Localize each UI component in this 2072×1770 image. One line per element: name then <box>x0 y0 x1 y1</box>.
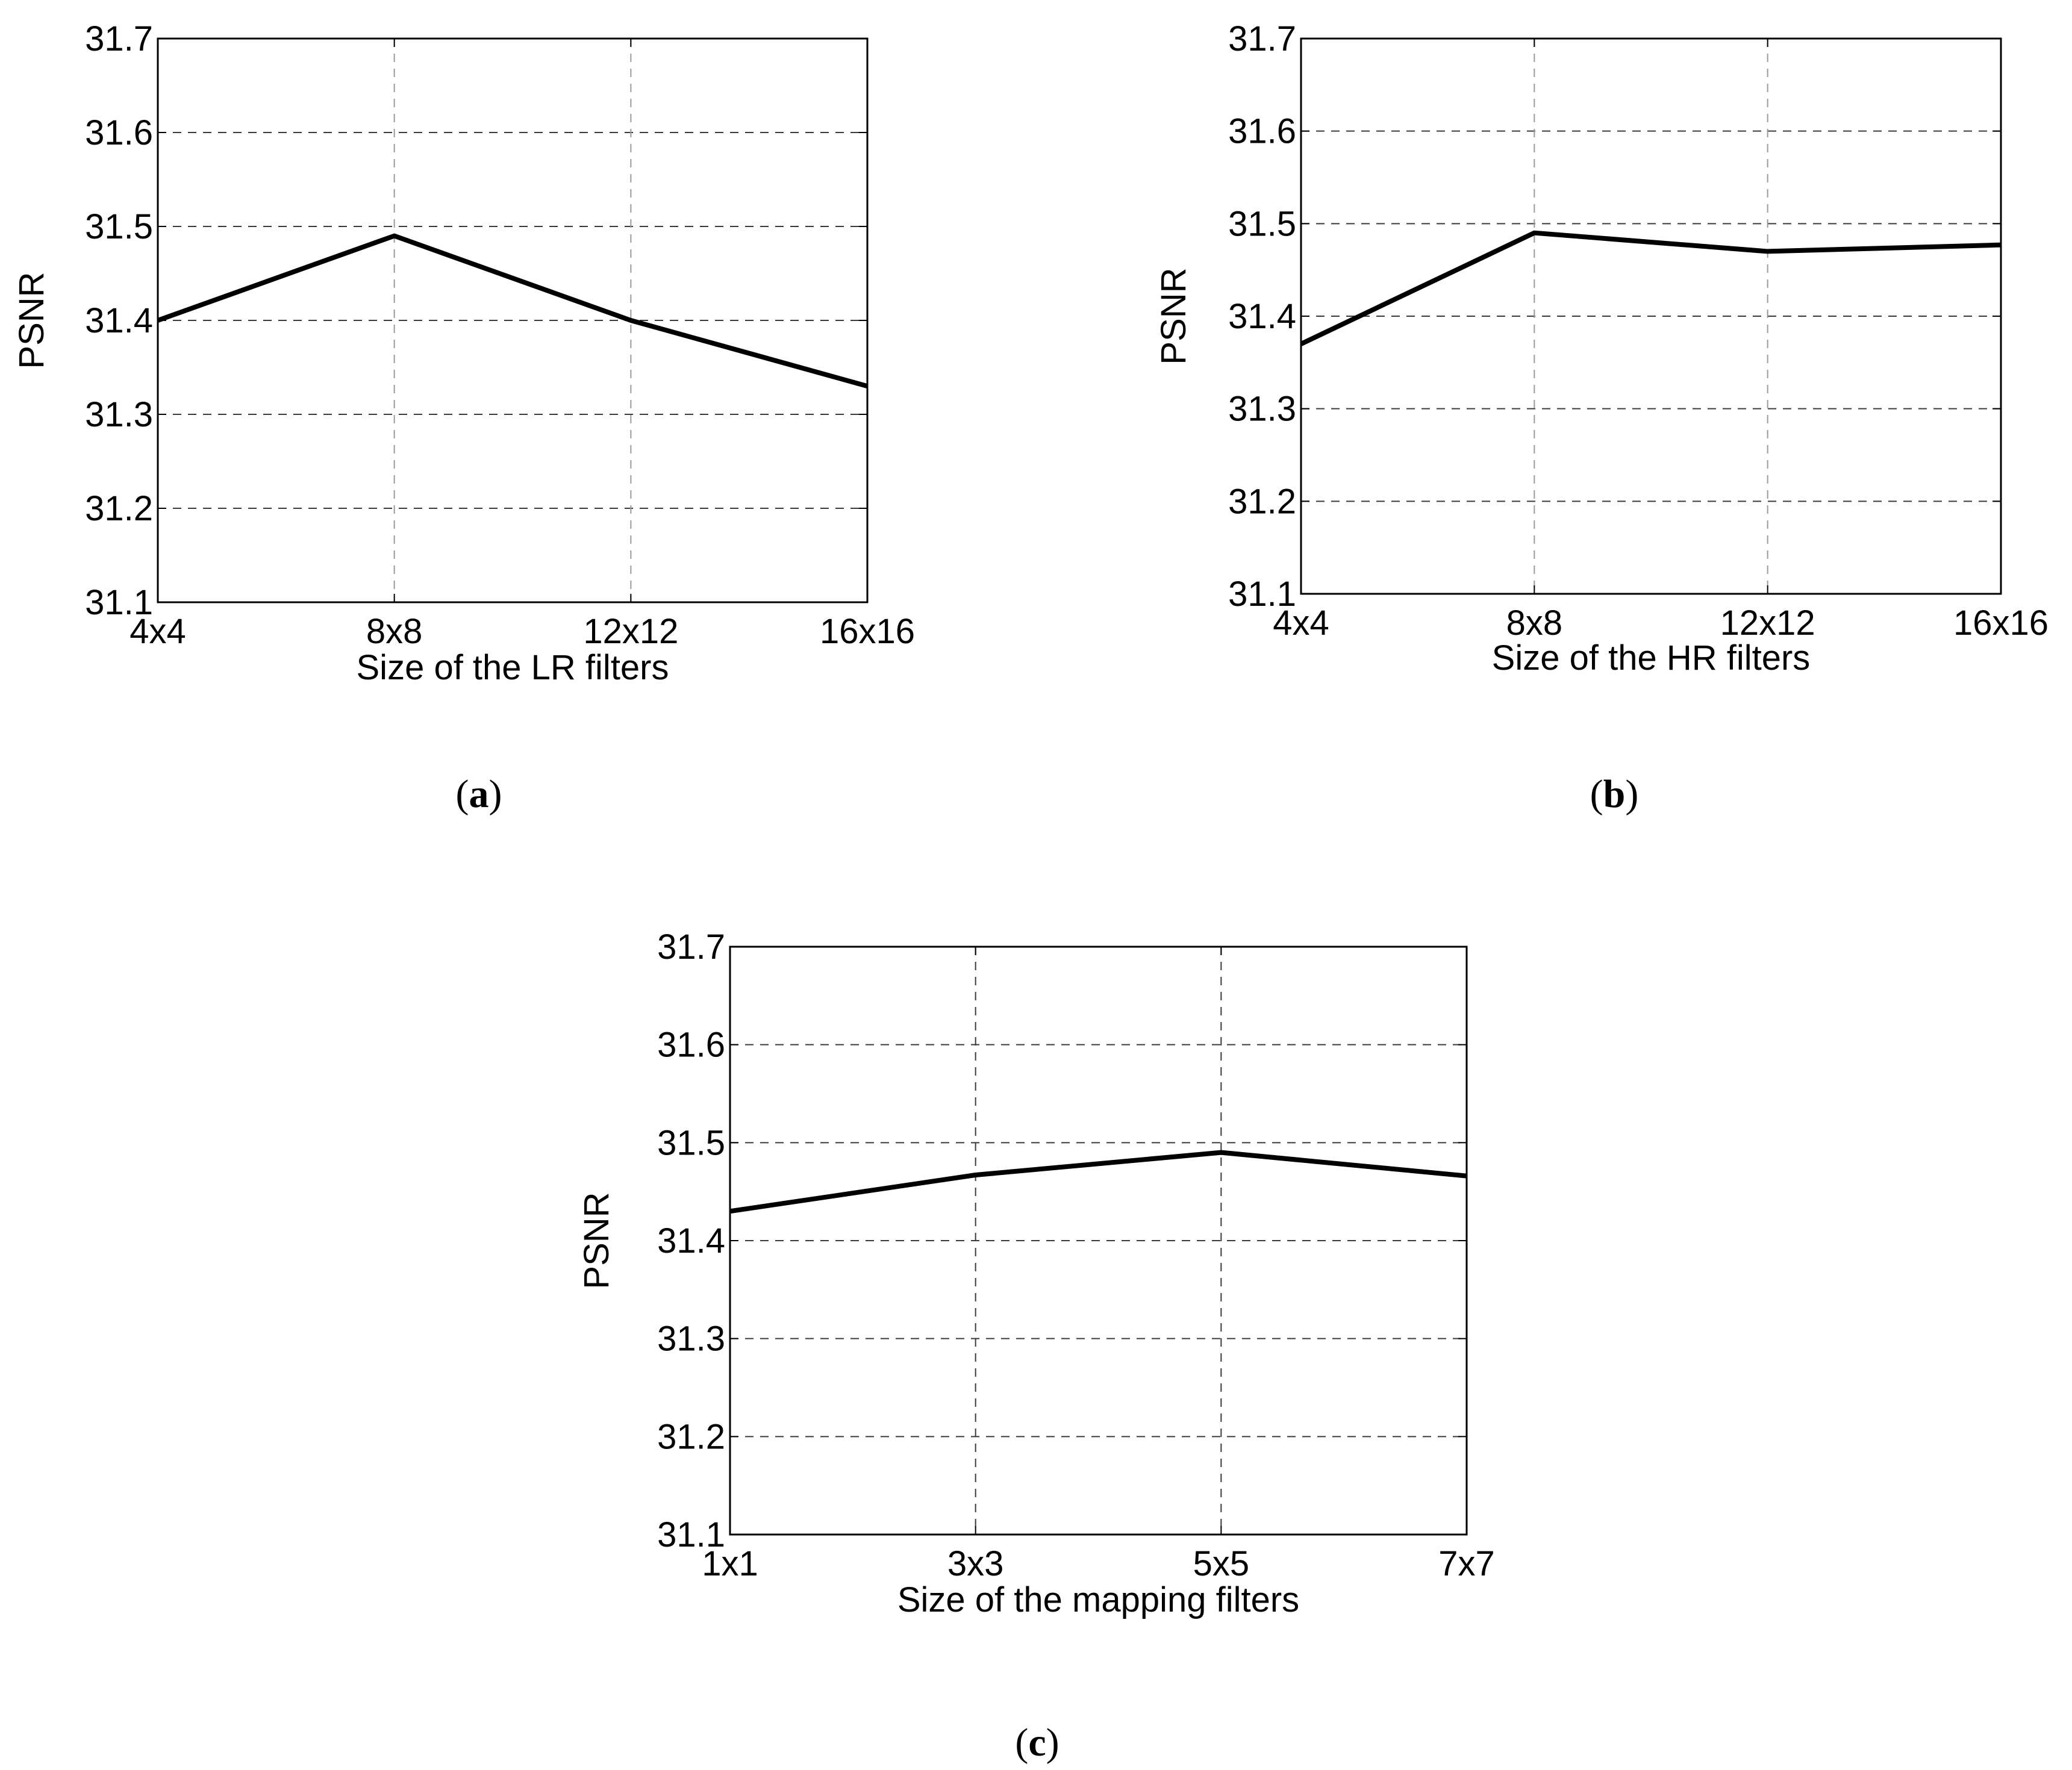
panel-label: (a) <box>456 772 502 816</box>
panel-label-letter: a <box>469 772 489 816</box>
y-tick-label: 31.3 <box>1228 390 1296 429</box>
x-axis-label: Size of the mapping filters <box>897 1580 1299 1619</box>
series-line-psnr <box>1300 230 2002 346</box>
series-line-psnr <box>157 233 869 389</box>
panel-label-letter: c <box>1028 1721 1046 1765</box>
x-tick-label: 5x5 <box>1193 1544 1250 1583</box>
data-point <box>394 235 395 237</box>
y-tick-label: 31.1 <box>1228 575 1296 614</box>
x-tick-label: 3x3 <box>947 1544 1004 1583</box>
x-tick-label: 8x8 <box>1506 603 1563 643</box>
y-tick-label: 31.2 <box>85 489 153 528</box>
x-tick-label: 12x12 <box>1720 603 1815 643</box>
y-tick-label: 31.7 <box>1228 19 1296 58</box>
x-tick-label: 16x16 <box>820 612 915 651</box>
plot-area-frame <box>729 946 1468 1536</box>
data-point <box>867 385 868 387</box>
y-axis-label: PSNR <box>577 1192 616 1289</box>
y-tick-label: 31.1 <box>657 1515 725 1554</box>
x-tick-label: 8x8 <box>366 612 423 651</box>
data-point <box>975 1174 976 1176</box>
y-tick-label: 31.4 <box>85 301 153 340</box>
data-point <box>729 1211 731 1212</box>
y-tick-label: 31.5 <box>657 1123 725 1162</box>
data-point <box>1534 232 1535 234</box>
x-tick-label: 4x4 <box>1273 603 1329 643</box>
y-tick-label: 31.1 <box>85 583 153 622</box>
y-tick-label: 31.5 <box>85 207 153 246</box>
y-tick-label: 31.4 <box>657 1221 725 1261</box>
y-tick-label: 31.7 <box>85 19 153 58</box>
data-point <box>1767 251 1768 252</box>
plot-area-frame <box>1300 37 2002 595</box>
x-tick-label: 1x1 <box>702 1544 758 1583</box>
chart-panel-b: 31.1 31.2 31.3 31.4 31.5 31.6 31.7 4x4 8x8 12x12 1… <box>1154 19 2049 816</box>
chart-panel-c: 31.1 31.2 31.3 31.4 31.5 31.6 31.7 1x1 3x3 5x5 7x7… <box>577 927 1495 1765</box>
series-line-psnr <box>729 1150 1467 1214</box>
y-tick-label: 31.3 <box>85 395 153 434</box>
x-tick-label: 4x4 <box>130 612 186 651</box>
x-axis-label: Size of the HR filters <box>1492 638 1811 678</box>
x-tick-label: 16x16 <box>1953 603 2049 643</box>
x-axis-label: Size of the LR filters <box>357 648 669 687</box>
x-tick-label: 12x12 <box>583 612 678 651</box>
y-tick-label: 31.2 <box>1228 482 1296 521</box>
y-tick-label: 31.4 <box>1228 297 1296 336</box>
y-tick-label: 31.3 <box>657 1320 725 1359</box>
data-point <box>1220 1152 1222 1153</box>
y-axis-label: PSNR <box>12 272 51 369</box>
y-axis-label: PSNR <box>1154 267 1193 364</box>
y-tick-label: 31.6 <box>657 1026 725 1065</box>
panel-label: (c) <box>1015 1721 1059 1765</box>
y-tick-label: 31.7 <box>657 927 725 967</box>
panel-label: (b) <box>1590 772 1639 816</box>
x-tick-label: 7x7 <box>1438 1544 1495 1583</box>
y-tick-label: 31.6 <box>1228 112 1296 151</box>
chart-panel-a: 31.1 31.2 31.3 31.4 31.5 31.6 31.7 4x4 8x8 12x12 1… <box>12 19 915 816</box>
panel-label-letter: b <box>1603 772 1626 816</box>
y-tick-label: 31.6 <box>85 113 153 152</box>
y-tick-label: 31.2 <box>657 1417 725 1456</box>
y-tick-label: 31.5 <box>1228 204 1296 243</box>
